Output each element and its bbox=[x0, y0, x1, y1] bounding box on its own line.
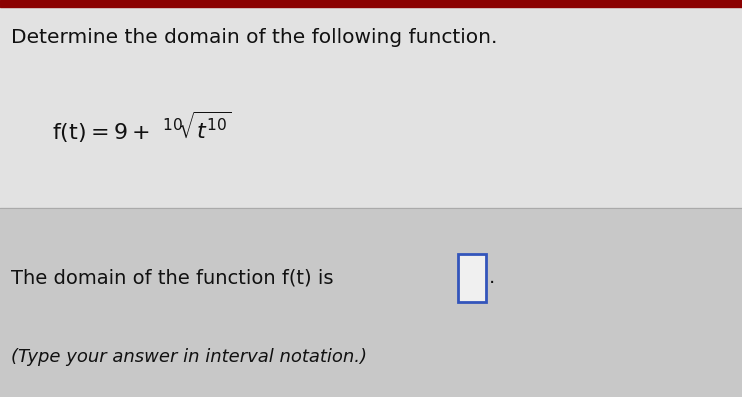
Text: The domain of the function f(t) is: The domain of the function f(t) is bbox=[11, 268, 334, 287]
Bar bbox=[0, 7, 742, 208]
Text: .: . bbox=[489, 268, 495, 287]
Text: $\mathsf{f(t) = 9 +\ }$$^{10}\!\sqrt{t^{10}}$: $\mathsf{f(t) = 9 +\ }$$^{10}\!\sqrt{t^{… bbox=[52, 109, 232, 145]
Text: Determine the domain of the following function.: Determine the domain of the following fu… bbox=[11, 28, 497, 47]
Text: (Type your answer in interval notation.): (Type your answer in interval notation.) bbox=[11, 348, 367, 366]
Bar bbox=[458, 254, 486, 302]
Bar bbox=[0, 208, 742, 397]
Bar bbox=[0, 0, 742, 7]
